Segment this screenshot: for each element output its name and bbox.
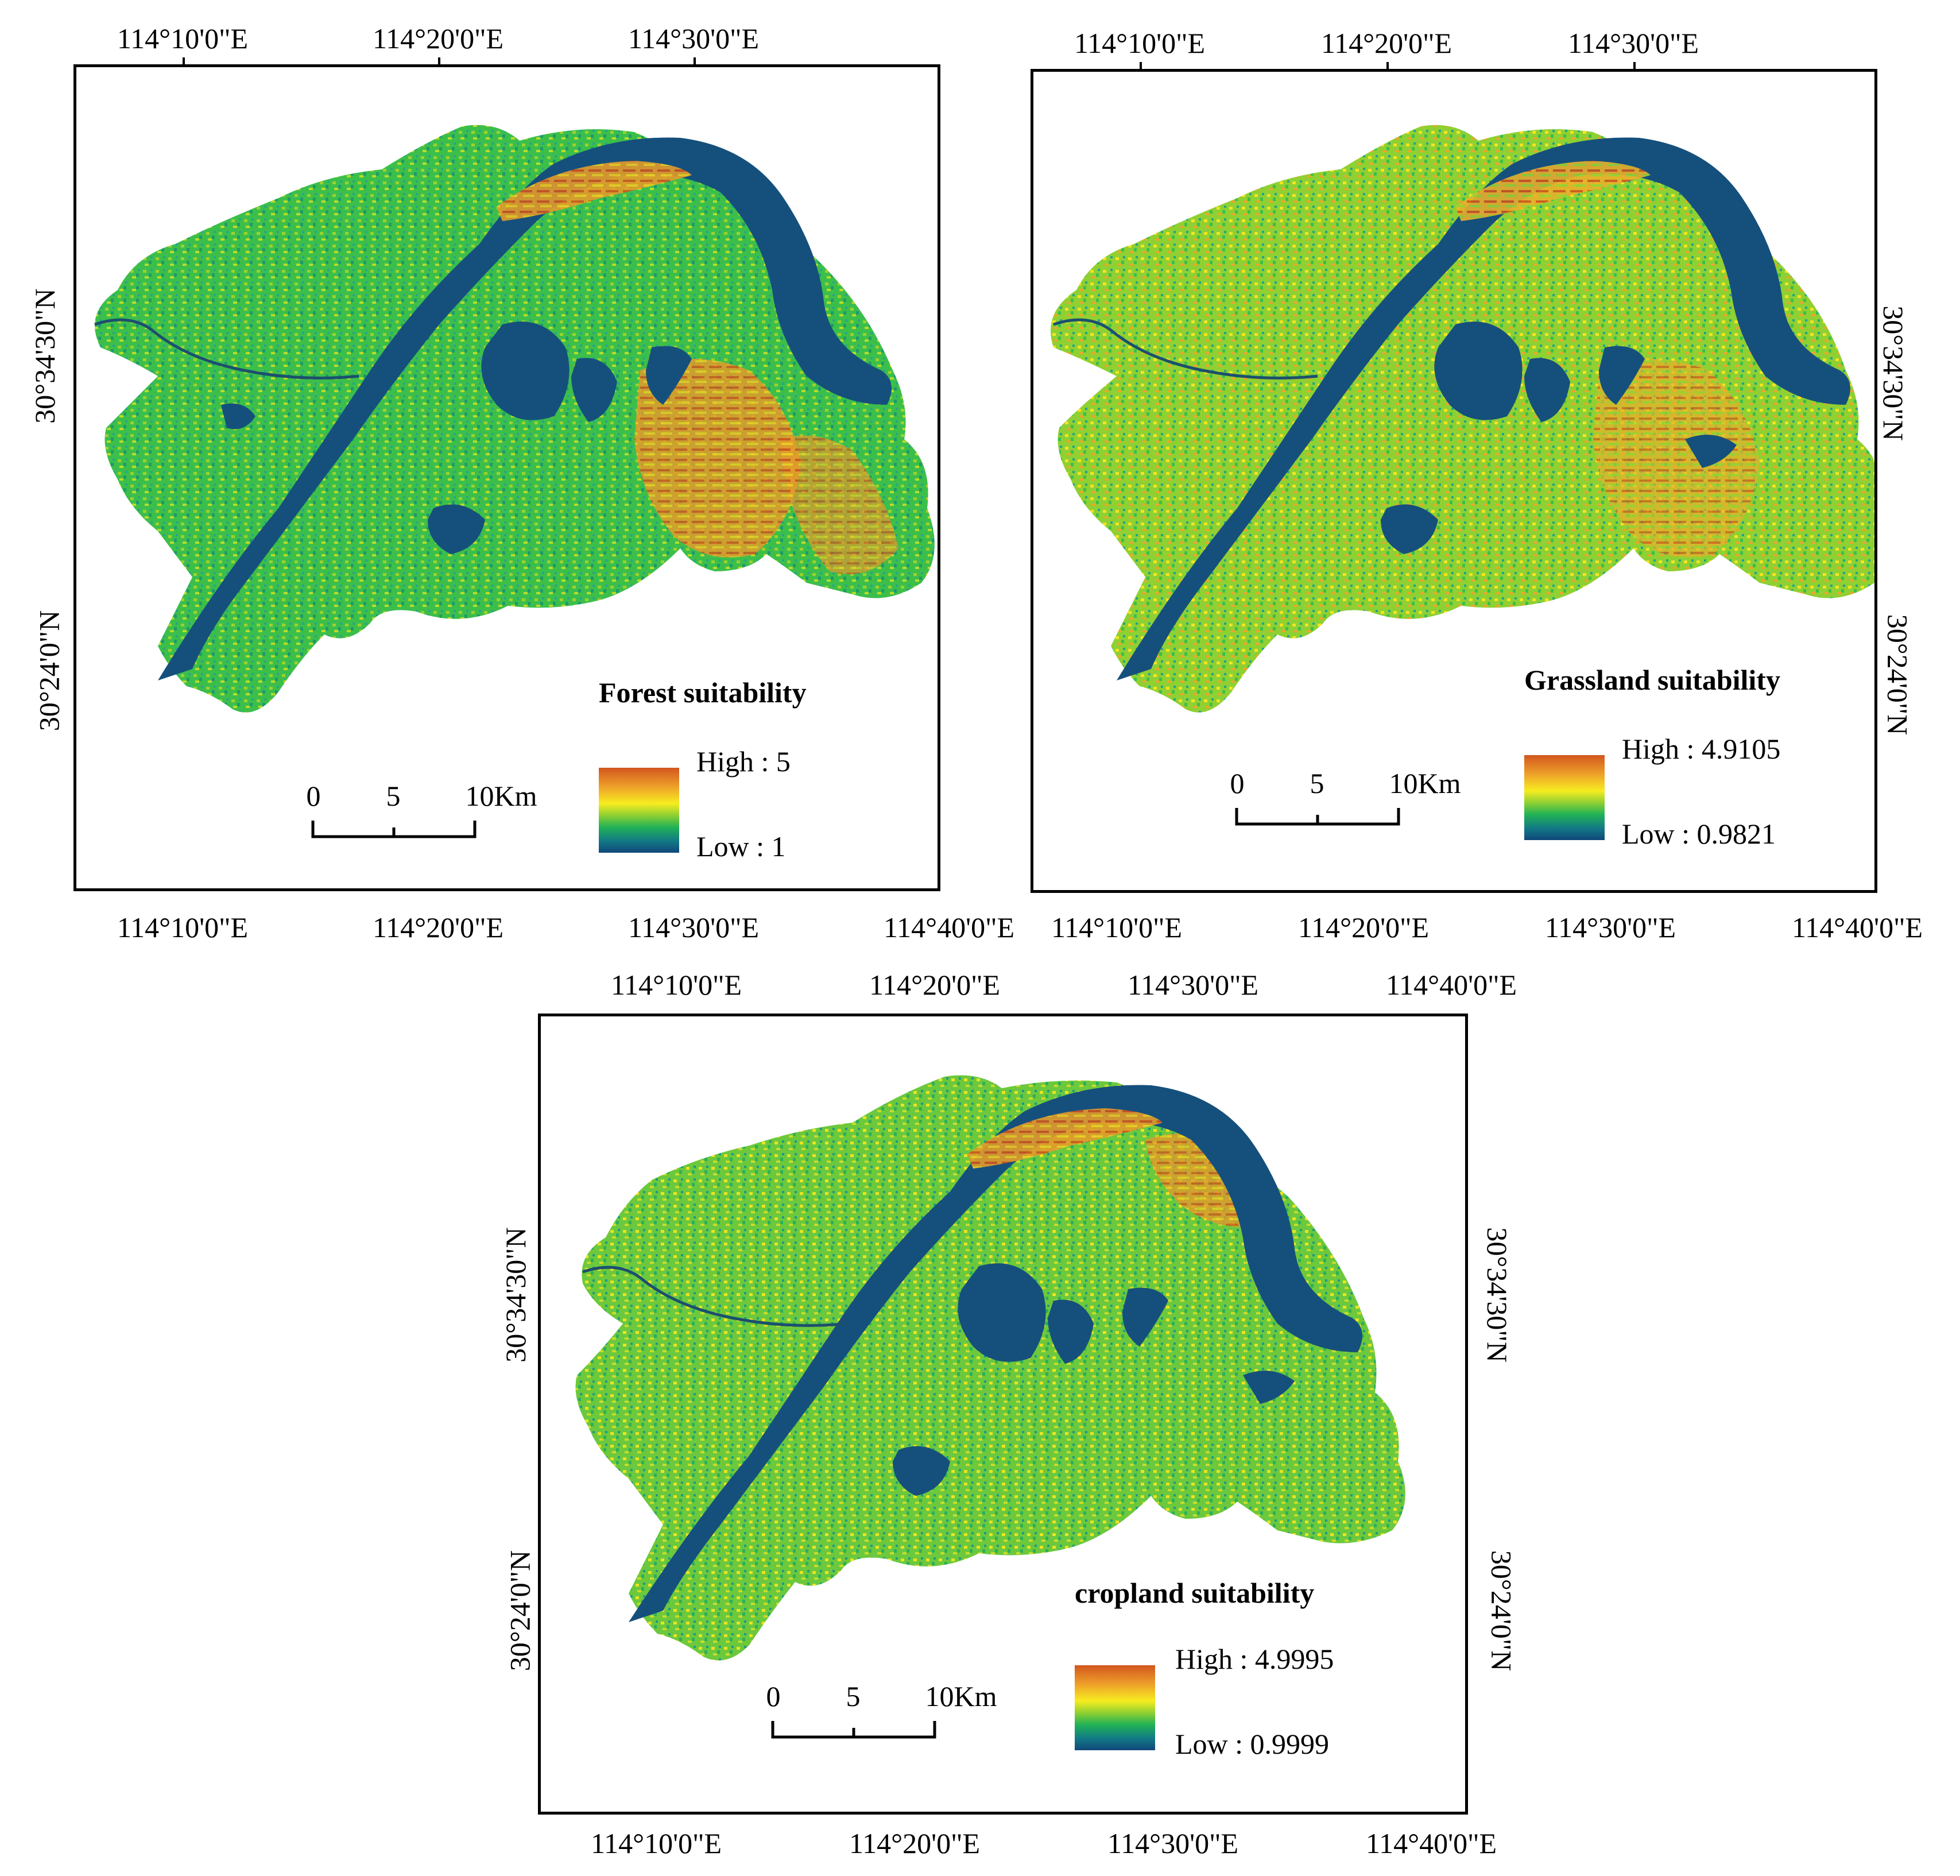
right-tick-label: 30°24'0"N (1881, 614, 1914, 736)
scale-label: 5 (1310, 767, 1324, 799)
bottom-tick-label: 114°40'0"E (1365, 1827, 1497, 1859)
tick-mark (1633, 62, 1636, 70)
legend-high-label: High : 4.9995 (1175, 1643, 1334, 1675)
tick-mark (1386, 62, 1389, 70)
right-tick-label: 30°24'0"N (1485, 1550, 1518, 1672)
top-tick-label: 114°30'0"E (627, 22, 760, 55)
top-tick-label: 114°20'0"E (1320, 27, 1452, 59)
forest-suitability-map (94, 125, 935, 713)
bottom-tick-label: 114°40'0"E (883, 911, 1015, 943)
bottom-tick-label: 114°10'0"E (590, 1827, 722, 1859)
tick-mark (1140, 62, 1142, 70)
map-title: cropland suitability (1075, 1577, 1315, 1609)
scale-label: 0 (306, 780, 321, 812)
scale-label: 5 (846, 1680, 861, 1712)
bottom-tick-label: 114°20'0"E (1297, 911, 1430, 943)
legend-color-ramp (1075, 1665, 1155, 1750)
scale-bar (1235, 808, 1400, 826)
cropland-suitability-map (575, 1075, 1405, 1661)
grassland-map-frame: Grassland suitability High : 4.9105 Low … (1031, 69, 1877, 893)
left-tick-label: 30°34'30"N (499, 1227, 532, 1363)
scale-bar (311, 821, 477, 838)
top-tick-label: 114°30'0"E (1567, 27, 1699, 59)
map-title: Grassland suitability (1524, 664, 1780, 696)
scale-label: 0 (766, 1680, 781, 1712)
tick-mark (183, 57, 185, 65)
scale-bar (771, 1721, 936, 1739)
left-tick-label: 30°34'30"N (28, 288, 61, 424)
bottom-tick-label: 114°30'0"E (1544, 911, 1676, 943)
bottom-tick-label: 114°30'0"E (1107, 1827, 1239, 1859)
legend-high-label: High : 4.9105 (1622, 733, 1781, 765)
scale-label: 0 (1230, 767, 1245, 799)
top-tick-label: 114°30'0"E (1127, 969, 1259, 1001)
bottom-tick-label: 114°20'0"E (372, 911, 504, 943)
bottom-tick-label: 114°40'0"E (1791, 911, 1923, 943)
right-tick-label: 30°34'30"N (1481, 1227, 1513, 1363)
legend-color-ramp (599, 768, 679, 853)
top-tick-label: 114°10'0"E (117, 22, 249, 55)
top-tick-label: 114°20'0"E (372, 22, 504, 55)
bottom-tick-label: 114°10'0"E (1051, 911, 1183, 943)
legend-low-label: Low : 0.9999 (1175, 1728, 1330, 1760)
legend-high-label: High : 5 (696, 745, 791, 778)
top-tick-label: 114°40'0"E (1385, 969, 1517, 1001)
tick-mark (694, 57, 696, 65)
top-tick-label: 114°10'0"E (1074, 27, 1206, 59)
bottom-tick-label: 114°30'0"E (627, 911, 760, 943)
left-tick-label: 30°24'0"N (33, 610, 65, 732)
bottom-tick-label: 114°20'0"E (849, 1827, 981, 1859)
top-tick-label: 114°20'0"E (869, 969, 1001, 1001)
legend-low-label: Low : 1 (696, 830, 786, 862)
grassland-suitability-map (1051, 125, 1874, 713)
legend-color-ramp (1524, 755, 1605, 840)
cropland-map-frame: cropland suitability High : 4.9995 Low :… (538, 1014, 1468, 1815)
left-tick-label: 30°24'0"N (503, 1550, 536, 1672)
scale-label: 10Km (925, 1680, 997, 1712)
legend-low-label: Low : 0.9821 (1622, 818, 1776, 850)
scale-label: 10Km (465, 780, 537, 812)
scale-label: 10Km (1389, 767, 1461, 799)
bottom-tick-label: 114°10'0"E (117, 911, 249, 943)
scale-label: 5 (386, 780, 401, 812)
tick-mark (438, 57, 440, 65)
map-title: Forest suitability (599, 676, 807, 709)
forest-map-frame: Forest suitability High : 5 Low : 1 0 5 … (73, 64, 940, 891)
top-tick-label: 114°10'0"E (610, 969, 742, 1001)
right-tick-label: 30°34'30"N (1877, 305, 1909, 441)
